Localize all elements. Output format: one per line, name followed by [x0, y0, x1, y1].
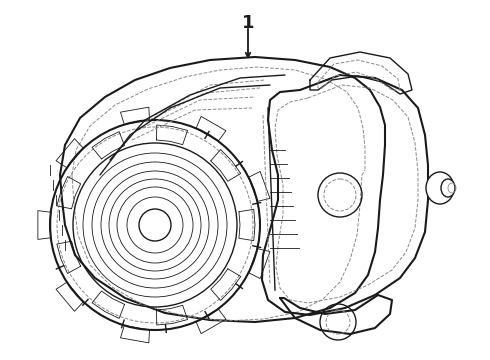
- Ellipse shape: [441, 179, 455, 197]
- Ellipse shape: [426, 172, 454, 204]
- Text: 1: 1: [242, 14, 254, 32]
